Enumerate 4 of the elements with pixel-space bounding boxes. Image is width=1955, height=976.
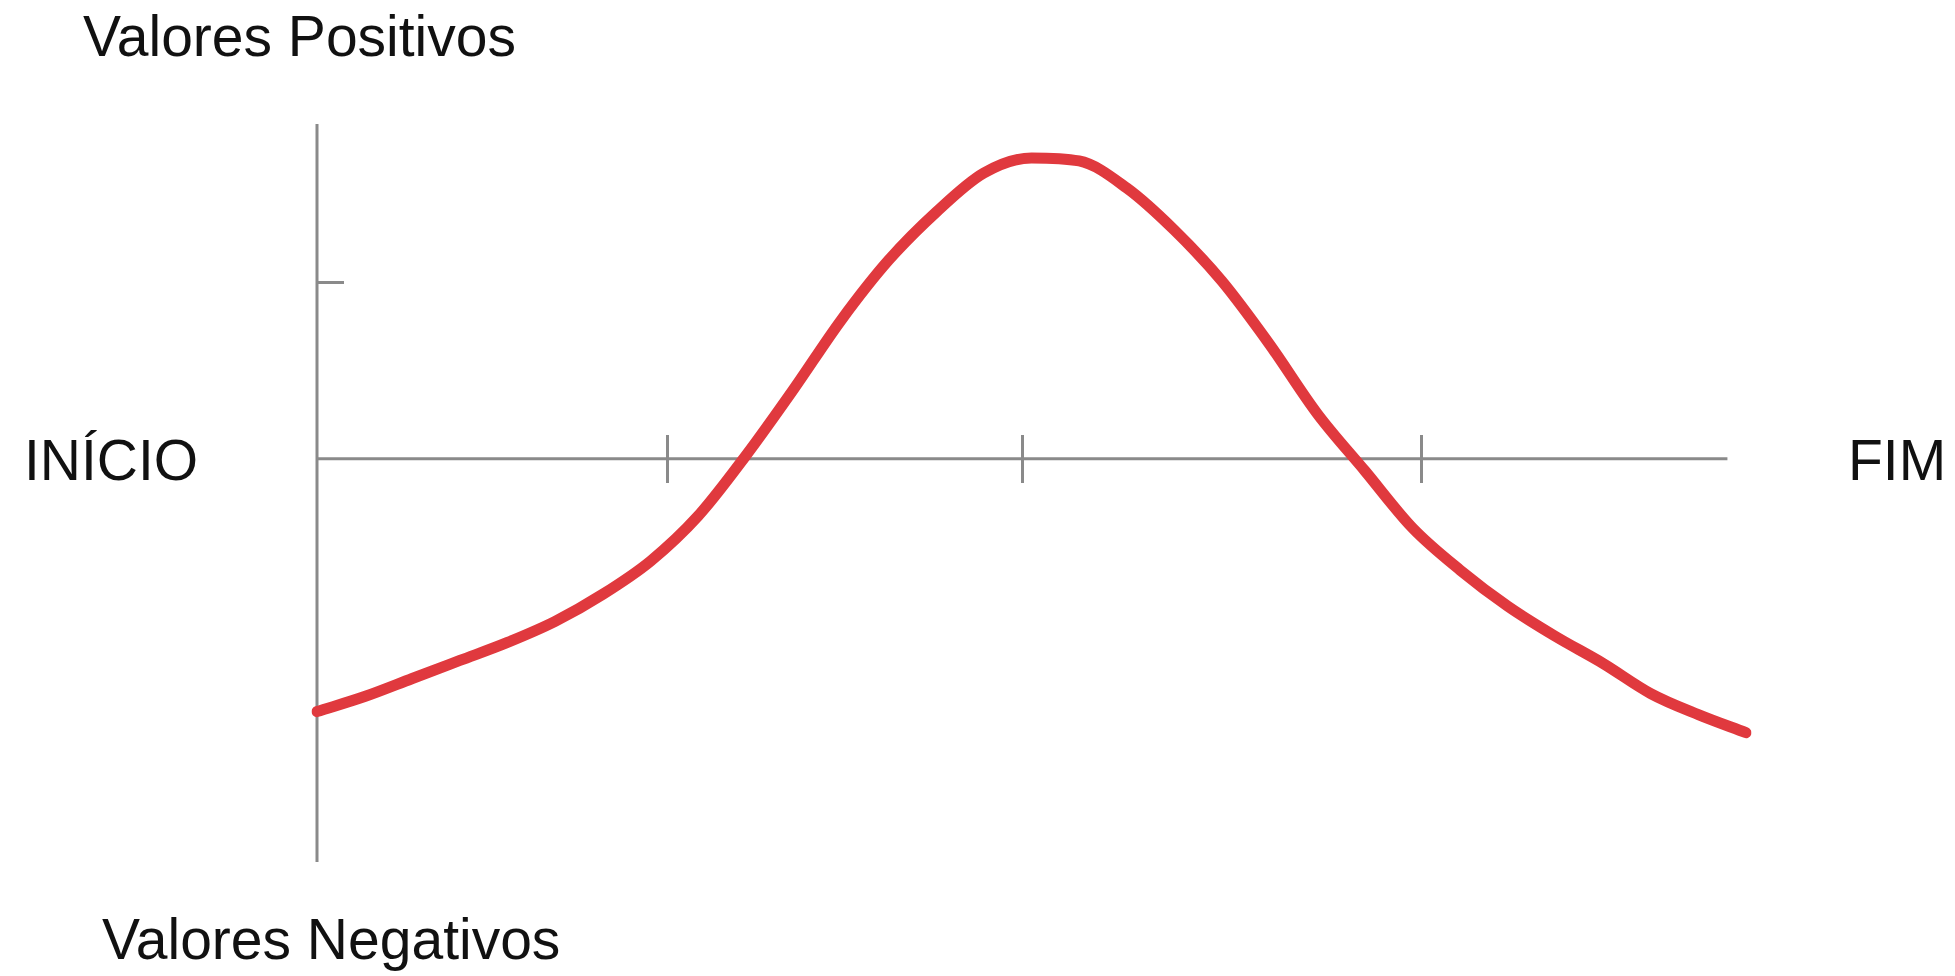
text: Valores Positivos xyxy=(83,4,516,68)
text: Valores Negativos xyxy=(102,907,561,971)
text: INÍCIO xyxy=(24,427,199,492)
text: FIM xyxy=(1848,427,1947,492)
